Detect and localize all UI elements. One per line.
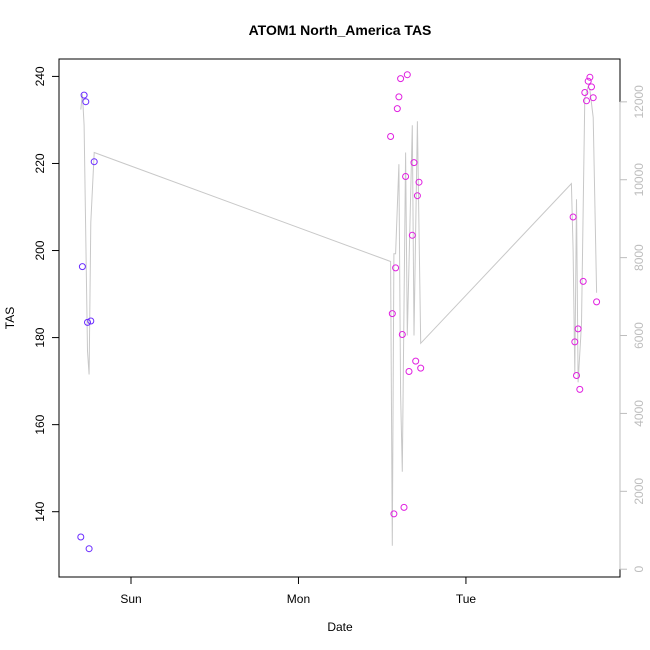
left-tick-label-140: 140: [33, 501, 47, 521]
right-tick-label-8000: 8000: [632, 244, 646, 271]
left-y-axis: 140 160 180 200 220 240: [33, 66, 60, 522]
tas-point-17: [402, 173, 410, 180]
x-axis: Sun Mon Tue: [120, 576, 477, 606]
y-axis-label: TAS: [3, 307, 17, 329]
tas-point-36: [588, 83, 595, 91]
right-tick-label-6000: 6000: [632, 322, 646, 349]
tas-point-18: [403, 71, 411, 79]
left-tick-label-160: 160: [33, 414, 47, 434]
left-tick-label-240: 240: [33, 66, 47, 86]
left-tick-label-200: 200: [33, 240, 47, 260]
count-series-layer: [80, 84, 598, 546]
tas-point-20: [408, 231, 416, 239]
right-y-axis: 0 2000 4000 6000 8000 10000 12000: [619, 85, 646, 573]
plot-frame: [58, 58, 621, 578]
tas-point-15: [398, 331, 406, 338]
tas-point-0: [77, 533, 85, 541]
tas-point-9: [388, 310, 396, 318]
tas-point-32: [581, 89, 589, 96]
x-tick-label-sun: Sun: [120, 592, 141, 606]
tas-point-35: [586, 73, 594, 81]
tas-point-4: [84, 318, 91, 326]
right-tick-label-4000: 4000: [632, 400, 646, 427]
count-series-line: [80, 84, 598, 546]
tas-point-31: [579, 277, 587, 285]
right-tick-label-12000: 12000: [632, 85, 646, 119]
tas-point-27: [571, 338, 579, 346]
tas-point-34: [584, 77, 592, 85]
tas-point-2: [80, 91, 88, 99]
tas-point-21: [410, 159, 418, 167]
tas-point-10: [390, 510, 398, 518]
tas-point-33: [583, 97, 590, 105]
tas-point-3: [82, 98, 90, 106]
tas-point-5: [85, 545, 93, 553]
tas-point-30: [576, 385, 584, 393]
right-tick-label-10000: 10000: [632, 163, 646, 197]
tas-point-37: [589, 94, 597, 102]
tas-point-1: [78, 263, 86, 271]
right-tick-label-0: 0: [632, 566, 646, 573]
tas-point-23: [413, 192, 421, 200]
tas-points-layer: [77, 71, 601, 553]
right-tick-label-2000: 2000: [632, 478, 646, 505]
tas-point-29: [574, 325, 582, 333]
chart-title: ATOM1 North_America TAS: [249, 22, 432, 38]
x-tick-label-tue: Tue: [456, 592, 477, 606]
tas-point-28: [573, 372, 580, 379]
tas-point-38: [593, 298, 601, 306]
tas-point-7: [90, 158, 98, 166]
tas-point-12: [393, 105, 401, 113]
tas-point-24: [415, 178, 423, 186]
left-tick-label-220: 220: [33, 153, 47, 173]
tas-point-16: [400, 503, 408, 511]
tas-point-19: [405, 368, 413, 375]
tas-point-25: [417, 364, 425, 372]
tas-point-6: [87, 317, 95, 325]
tas-point-11: [392, 264, 400, 272]
x-tick-label-mon: Mon: [287, 592, 310, 606]
x-axis-label: Date: [327, 620, 353, 634]
left-tick-label-180: 180: [33, 327, 47, 347]
tas-point-13: [395, 93, 403, 101]
tas-point-22: [412, 357, 420, 365]
tas-point-14: [397, 75, 405, 83]
tas-point-8: [387, 133, 395, 140]
tas-point-26: [569, 213, 577, 221]
